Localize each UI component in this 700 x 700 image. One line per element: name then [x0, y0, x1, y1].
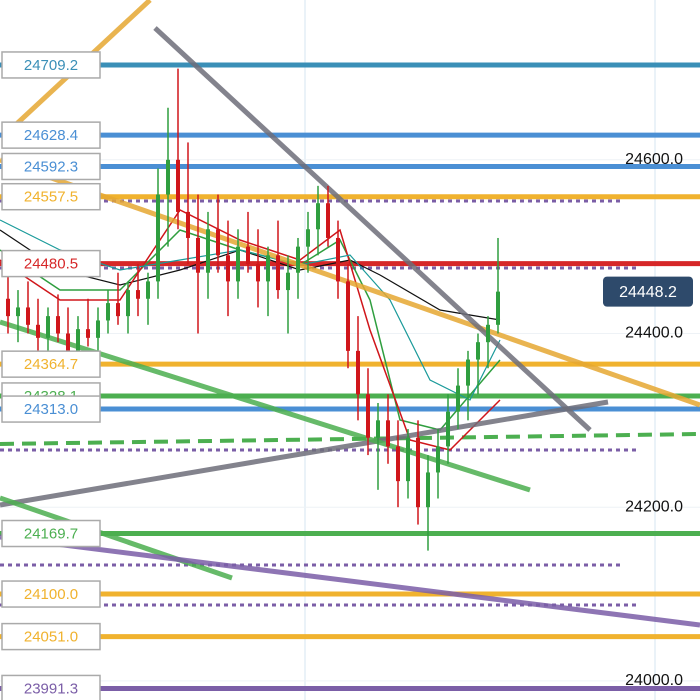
candle-body [6, 298, 10, 317]
trend-line [0, 399, 609, 508]
candle-body [356, 350, 360, 395]
candle-body [386, 420, 390, 447]
level-label: 24169.7 [24, 525, 78, 542]
candle-body [226, 255, 230, 282]
candle-body [336, 237, 340, 282]
candle-body [106, 303, 110, 321]
dashed-line [0, 432, 700, 446]
candle-body [56, 316, 60, 334]
trend-line [0, 534, 700, 628]
candle-body [476, 342, 480, 360]
level-label-box [1, 350, 101, 378]
candle-body [316, 203, 320, 230]
candle-body [266, 255, 270, 282]
candle-body [126, 290, 130, 317]
y-tick-label: 24600.0 [625, 151, 683, 168]
candle-body [66, 333, 70, 351]
candle-body [116, 303, 120, 317]
level-label-box [1, 51, 101, 79]
grid [304, 0, 656, 700]
candle-body [206, 229, 210, 273]
candle-body [96, 320, 100, 338]
candle-body [186, 211, 190, 238]
candle-body [256, 264, 260, 282]
level-label: 24051.0 [24, 629, 78, 646]
candle-body [216, 229, 220, 256]
candle-body [496, 291, 500, 325]
candle-body [166, 159, 170, 195]
level-label-box [1, 249, 101, 278]
candle-body [76, 329, 80, 351]
level-label: 23991.3 [24, 680, 78, 697]
trend-line [153, 26, 592, 432]
level-label: 24480.5 [24, 256, 78, 273]
level-label-box [1, 152, 101, 181]
level-label: 24313.0 [24, 401, 78, 418]
candle-body [436, 446, 440, 473]
level-label-box [1, 674, 101, 700]
trend-line [0, 319, 531, 493]
candle-body [16, 307, 20, 317]
candle-body [146, 281, 150, 299]
candle-body [296, 246, 300, 273]
candle-body [396, 446, 400, 482]
trend-line [0, 495, 233, 581]
candle-body [26, 307, 30, 325]
candle-body [156, 194, 160, 282]
candle-body [46, 316, 50, 338]
last-price-box [603, 276, 693, 307]
y-tick-label: 24200.0 [625, 498, 683, 515]
last-price-label: 24448.2 [619, 284, 677, 301]
y-tick-label: 24400.0 [625, 325, 683, 342]
level-label-box [1, 121, 101, 149]
level-label: 24100.0 [24, 586, 78, 603]
candle-body [196, 237, 200, 273]
candle-body [366, 394, 370, 438]
candle-body [236, 246, 240, 282]
candle-body [416, 437, 420, 508]
level-label: 24592.3 [24, 158, 78, 175]
candle-body [456, 385, 460, 412]
level-label-box [1, 395, 101, 423]
level-label: 24709.2 [24, 57, 78, 74]
level-label: 24628.4 [24, 127, 78, 144]
level-label-box [1, 519, 101, 548]
candle-body [486, 324, 490, 343]
candle-body [326, 203, 330, 238]
candle-body [306, 229, 310, 247]
level-label-box [1, 182, 101, 211]
candle-body [406, 437, 410, 482]
candle-body [36, 324, 40, 338]
y-tick-label: 24000.0 [625, 672, 683, 689]
candle-body [136, 290, 140, 299]
candle-body [286, 272, 290, 291]
candle-body [246, 246, 250, 265]
candle-body [346, 281, 350, 351]
candle-body [276, 255, 280, 291]
candle-body [426, 472, 430, 508]
candle-body [86, 329, 90, 338]
level-label-box [1, 580, 101, 608]
level-label: 24557.5 [24, 189, 78, 206]
candle-body [376, 420, 380, 438]
candle-body [446, 411, 450, 447]
candle-body [466, 359, 470, 386]
level-label-box [1, 622, 101, 651]
level-label: 24364.7 [24, 356, 78, 373]
candle-body [176, 159, 180, 212]
